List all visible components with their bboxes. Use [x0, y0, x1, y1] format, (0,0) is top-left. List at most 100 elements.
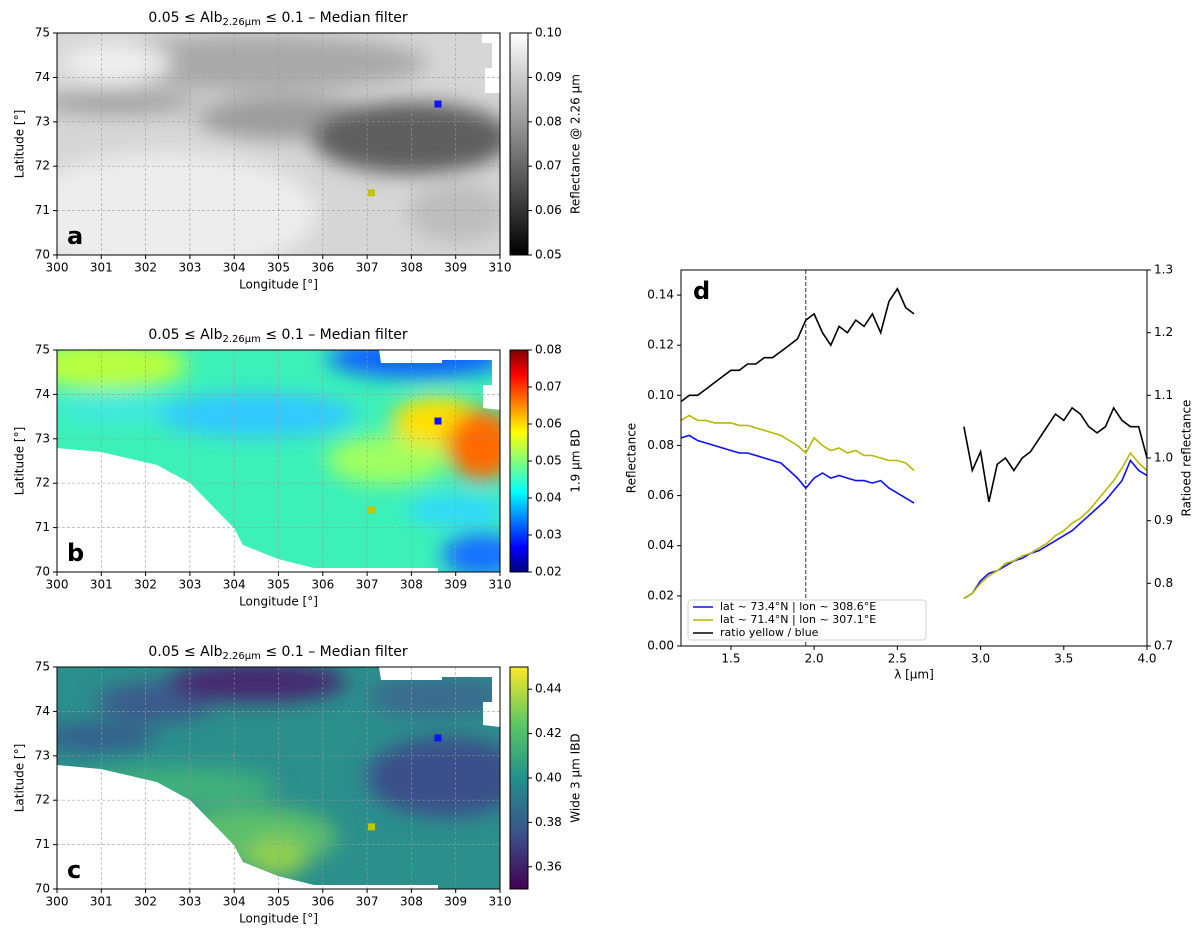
location-marker [434, 100, 442, 108]
x-tick-label: 300 [46, 261, 69, 275]
colorbar-tick-label: 0.09 [535, 70, 562, 84]
y-tick-label: 74 [35, 70, 50, 84]
colorbar-tick-label: 0.40 [535, 771, 562, 785]
colorbar-tick-label: 0.38 [535, 815, 562, 829]
y-axis-label: Latitude [°] [13, 744, 27, 813]
x-tick-label: 302 [134, 578, 157, 592]
x-tick-label: 2.5 [888, 652, 907, 666]
y-tick-label: 70 [35, 248, 50, 262]
x-tick-label: 306 [311, 578, 334, 592]
colorbar-tick-label: 0.04 [535, 491, 562, 505]
title-part: ≤ 0.1 – Median filter [261, 327, 408, 343]
y-tick-label: 71 [35, 837, 50, 851]
colorbar-tick-label: 0.07 [535, 159, 562, 173]
x-tick-label: 306 [311, 895, 334, 909]
title-subscript: 2.26µm [223, 17, 261, 28]
y-tick-label: 0.02 [647, 588, 674, 602]
legend-box [687, 599, 927, 641]
map-image [57, 33, 500, 255]
x-tick-label: 306 [311, 261, 334, 275]
colorbar [509, 32, 529, 256]
colorbar-tick-label: 0.08 [535, 114, 562, 128]
y-tick-label: 71 [35, 520, 50, 534]
x-tick-label: 307 [356, 578, 379, 592]
legend-label: lat ~ 73.4°N | lon ~ 308.6°E [720, 600, 876, 613]
chart-title: 0.05 ≤ Alb2.26µm ≤ 0.1 – Median filter [148, 327, 408, 345]
x-tick-label: 1.5 [721, 652, 740, 666]
colorbar-label: Wide 3 µm IBD [569, 733, 583, 822]
x-tick-label: 2.0 [805, 652, 824, 666]
y-tick-label: 75 [35, 343, 50, 357]
y-tick-label: 72 [35, 159, 50, 173]
x-tick-label: 307 [356, 261, 379, 275]
colorbar-tick-label: 0.02 [535, 565, 562, 579]
colorbar-tick-label: 0.36 [535, 859, 562, 873]
y-tick-label: 71 [35, 203, 50, 217]
x-tick-label: 302 [134, 895, 157, 909]
x-tick-label: 310 [489, 578, 512, 592]
legend-label: ratio yellow / blue [720, 626, 819, 639]
x-tick-label: 308 [400, 895, 423, 909]
location-marker [434, 417, 442, 425]
y-tick-label: 0.08 [647, 438, 674, 452]
y-tick-label: 72 [35, 793, 50, 807]
x-tick-label: 304 [223, 261, 246, 275]
colorbar-tick-label: 0.05 [535, 248, 562, 262]
y-tick-label: 73 [35, 114, 50, 128]
y2-axis-label: Ratioed reflectance [1180, 400, 1194, 517]
x-tick-label: 308 [400, 261, 423, 275]
x-tick-label: 309 [444, 261, 467, 275]
y-tick-label: 0.12 [647, 338, 674, 352]
x-tick-label: 305 [267, 578, 290, 592]
colorbar-tick-label: 0.08 [535, 343, 562, 357]
location-marker [368, 189, 376, 197]
chart-title: 0.05 ≤ Alb2.26µm ≤ 0.1 – Median filter [148, 644, 408, 662]
x-tick-label: 304 [223, 895, 246, 909]
title-part: 0.05 ≤ Alb [148, 644, 222, 660]
title-subscript: 2.26µm [223, 651, 261, 662]
x-axis-label: λ [µm] [894, 668, 934, 682]
y2-tick-label: 0.8 [1154, 576, 1173, 590]
x-axis-label: Longitude [°] [239, 595, 318, 609]
map-image [57, 667, 500, 889]
y-tick-label: 70 [35, 565, 50, 579]
colorbar-tick-label: 0.42 [535, 726, 562, 740]
panel-label: a [67, 222, 83, 250]
y-axis-label: Latitude [°] [13, 427, 27, 496]
x-tick-label: 304 [223, 578, 246, 592]
x-tick-label: 305 [267, 261, 290, 275]
panel-label: b [67, 539, 84, 567]
x-tick-label: 303 [178, 895, 201, 909]
y-tick-label: 73 [35, 748, 50, 762]
x-tick-label: 307 [356, 895, 379, 909]
plot-frame [56, 349, 501, 573]
plot-frame [56, 666, 501, 890]
title-subscript: 2.26µm [223, 334, 261, 345]
location-marker [368, 823, 376, 831]
chart-title: 0.05 ≤ Alb2.26µm ≤ 0.1 – Median filter [148, 10, 408, 28]
x-tick-label: 310 [489, 261, 512, 275]
plot-frame [56, 32, 501, 256]
colorbar-label: Reflectance @ 2.26 µm [569, 74, 583, 214]
y-tick-label: 73 [35, 431, 50, 445]
title-part: 0.05 ≤ Alb [148, 327, 222, 343]
x-tick-label: 3.5 [1054, 652, 1073, 666]
x-tick-label: 300 [46, 578, 69, 592]
x-tick-label: 300 [46, 895, 69, 909]
y2-tick-label: 1.0 [1154, 451, 1173, 465]
x-tick-label: 310 [489, 895, 512, 909]
x-axis-label: Longitude [°] [239, 912, 318, 926]
y-tick-label: 0.06 [647, 488, 674, 502]
plot-frame [680, 269, 1148, 647]
data-line [680, 414, 1148, 600]
x-tick-label: 302 [134, 261, 157, 275]
colorbar-tick-label: 0.10 [535, 26, 562, 40]
colorbar-tick-label: 0.06 [535, 417, 562, 431]
legend-label: lat ~ 71.4°N | lon ~ 307.1°E [720, 613, 876, 626]
y-tick-label: 74 [35, 704, 50, 718]
x-tick-label: 303 [178, 578, 201, 592]
y2-tick-label: 0.9 [1154, 513, 1173, 527]
panel-label: d [693, 277, 710, 305]
colorbar-tick-label: 0.07 [535, 380, 562, 394]
